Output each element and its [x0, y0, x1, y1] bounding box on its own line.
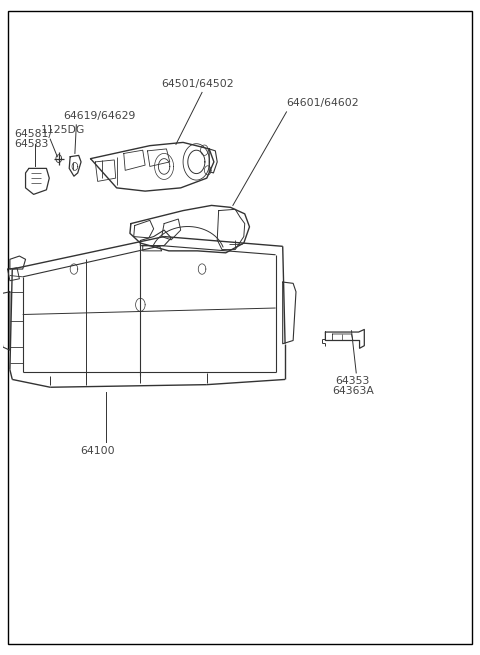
Text: 64601/64602: 64601/64602: [286, 98, 359, 108]
Text: 64501/64502: 64501/64502: [161, 79, 234, 88]
Text: 64581/: 64581/: [14, 129, 53, 139]
Text: 64583: 64583: [14, 139, 49, 149]
Text: 1125DG: 1125DG: [41, 125, 85, 136]
Text: 64363A: 64363A: [332, 386, 374, 396]
Text: 64100: 64100: [80, 445, 115, 456]
Text: 64619/64629: 64619/64629: [63, 111, 136, 121]
Text: 64353: 64353: [336, 376, 370, 386]
